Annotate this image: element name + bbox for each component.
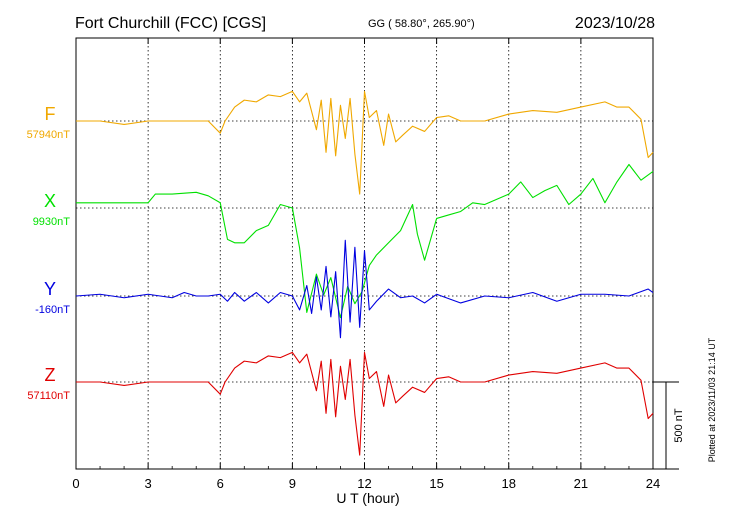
baseline-value-x: 9930nT <box>33 216 71 228</box>
x-tick-label: 0 <box>72 476 79 491</box>
channel-name-y: Y <box>44 279 56 299</box>
station-title: Fort Churchill (FCC) [CGS] <box>75 15 266 32</box>
x-tick-label: 12 <box>357 476 371 491</box>
baseline-value-f: 57940nT <box>27 129 71 141</box>
baseline-value-y: -160nT <box>35 304 70 316</box>
x-axis-label: U T (hour) <box>336 490 399 506</box>
x-tick-label: 6 <box>217 476 224 491</box>
x-tick-label: 15 <box>429 476 443 491</box>
x-tick-label: 21 <box>574 476 588 491</box>
series-line-f <box>76 90 654 195</box>
channel-labels: F 57940nT X 9930nT Y -160nT Z 57110nT <box>27 104 71 402</box>
series-line-x <box>76 163 654 319</box>
x-tick-label: 24 <box>646 476 660 491</box>
baseline-value-z: 57110nT <box>27 390 70 402</box>
series-line-y <box>75 239 654 339</box>
x-tick-label: 3 <box>145 476 152 491</box>
channel-name-f: F <box>45 104 56 124</box>
series-group <box>75 90 654 456</box>
x-tick-label: 9 <box>289 476 296 491</box>
plotted-timestamp: Plotted at 2023/11/03 21:14 UT <box>707 337 717 462</box>
date-label: 2023/10/28 <box>575 15 655 32</box>
channel-name-x: X <box>44 191 56 211</box>
x-axis: 0 3 6 9 12 15 18 21 24 <box>72 38 660 491</box>
scale-bar: 500 nT <box>653 381 685 470</box>
x-tick-label: 18 <box>502 476 516 491</box>
channel-name-z: Z <box>45 365 56 385</box>
coordinates-label: GG ( 58.80°, 265.90°) <box>368 18 475 30</box>
series-line-z <box>76 351 654 456</box>
scale-bar-label: 500 nT <box>673 408 685 443</box>
